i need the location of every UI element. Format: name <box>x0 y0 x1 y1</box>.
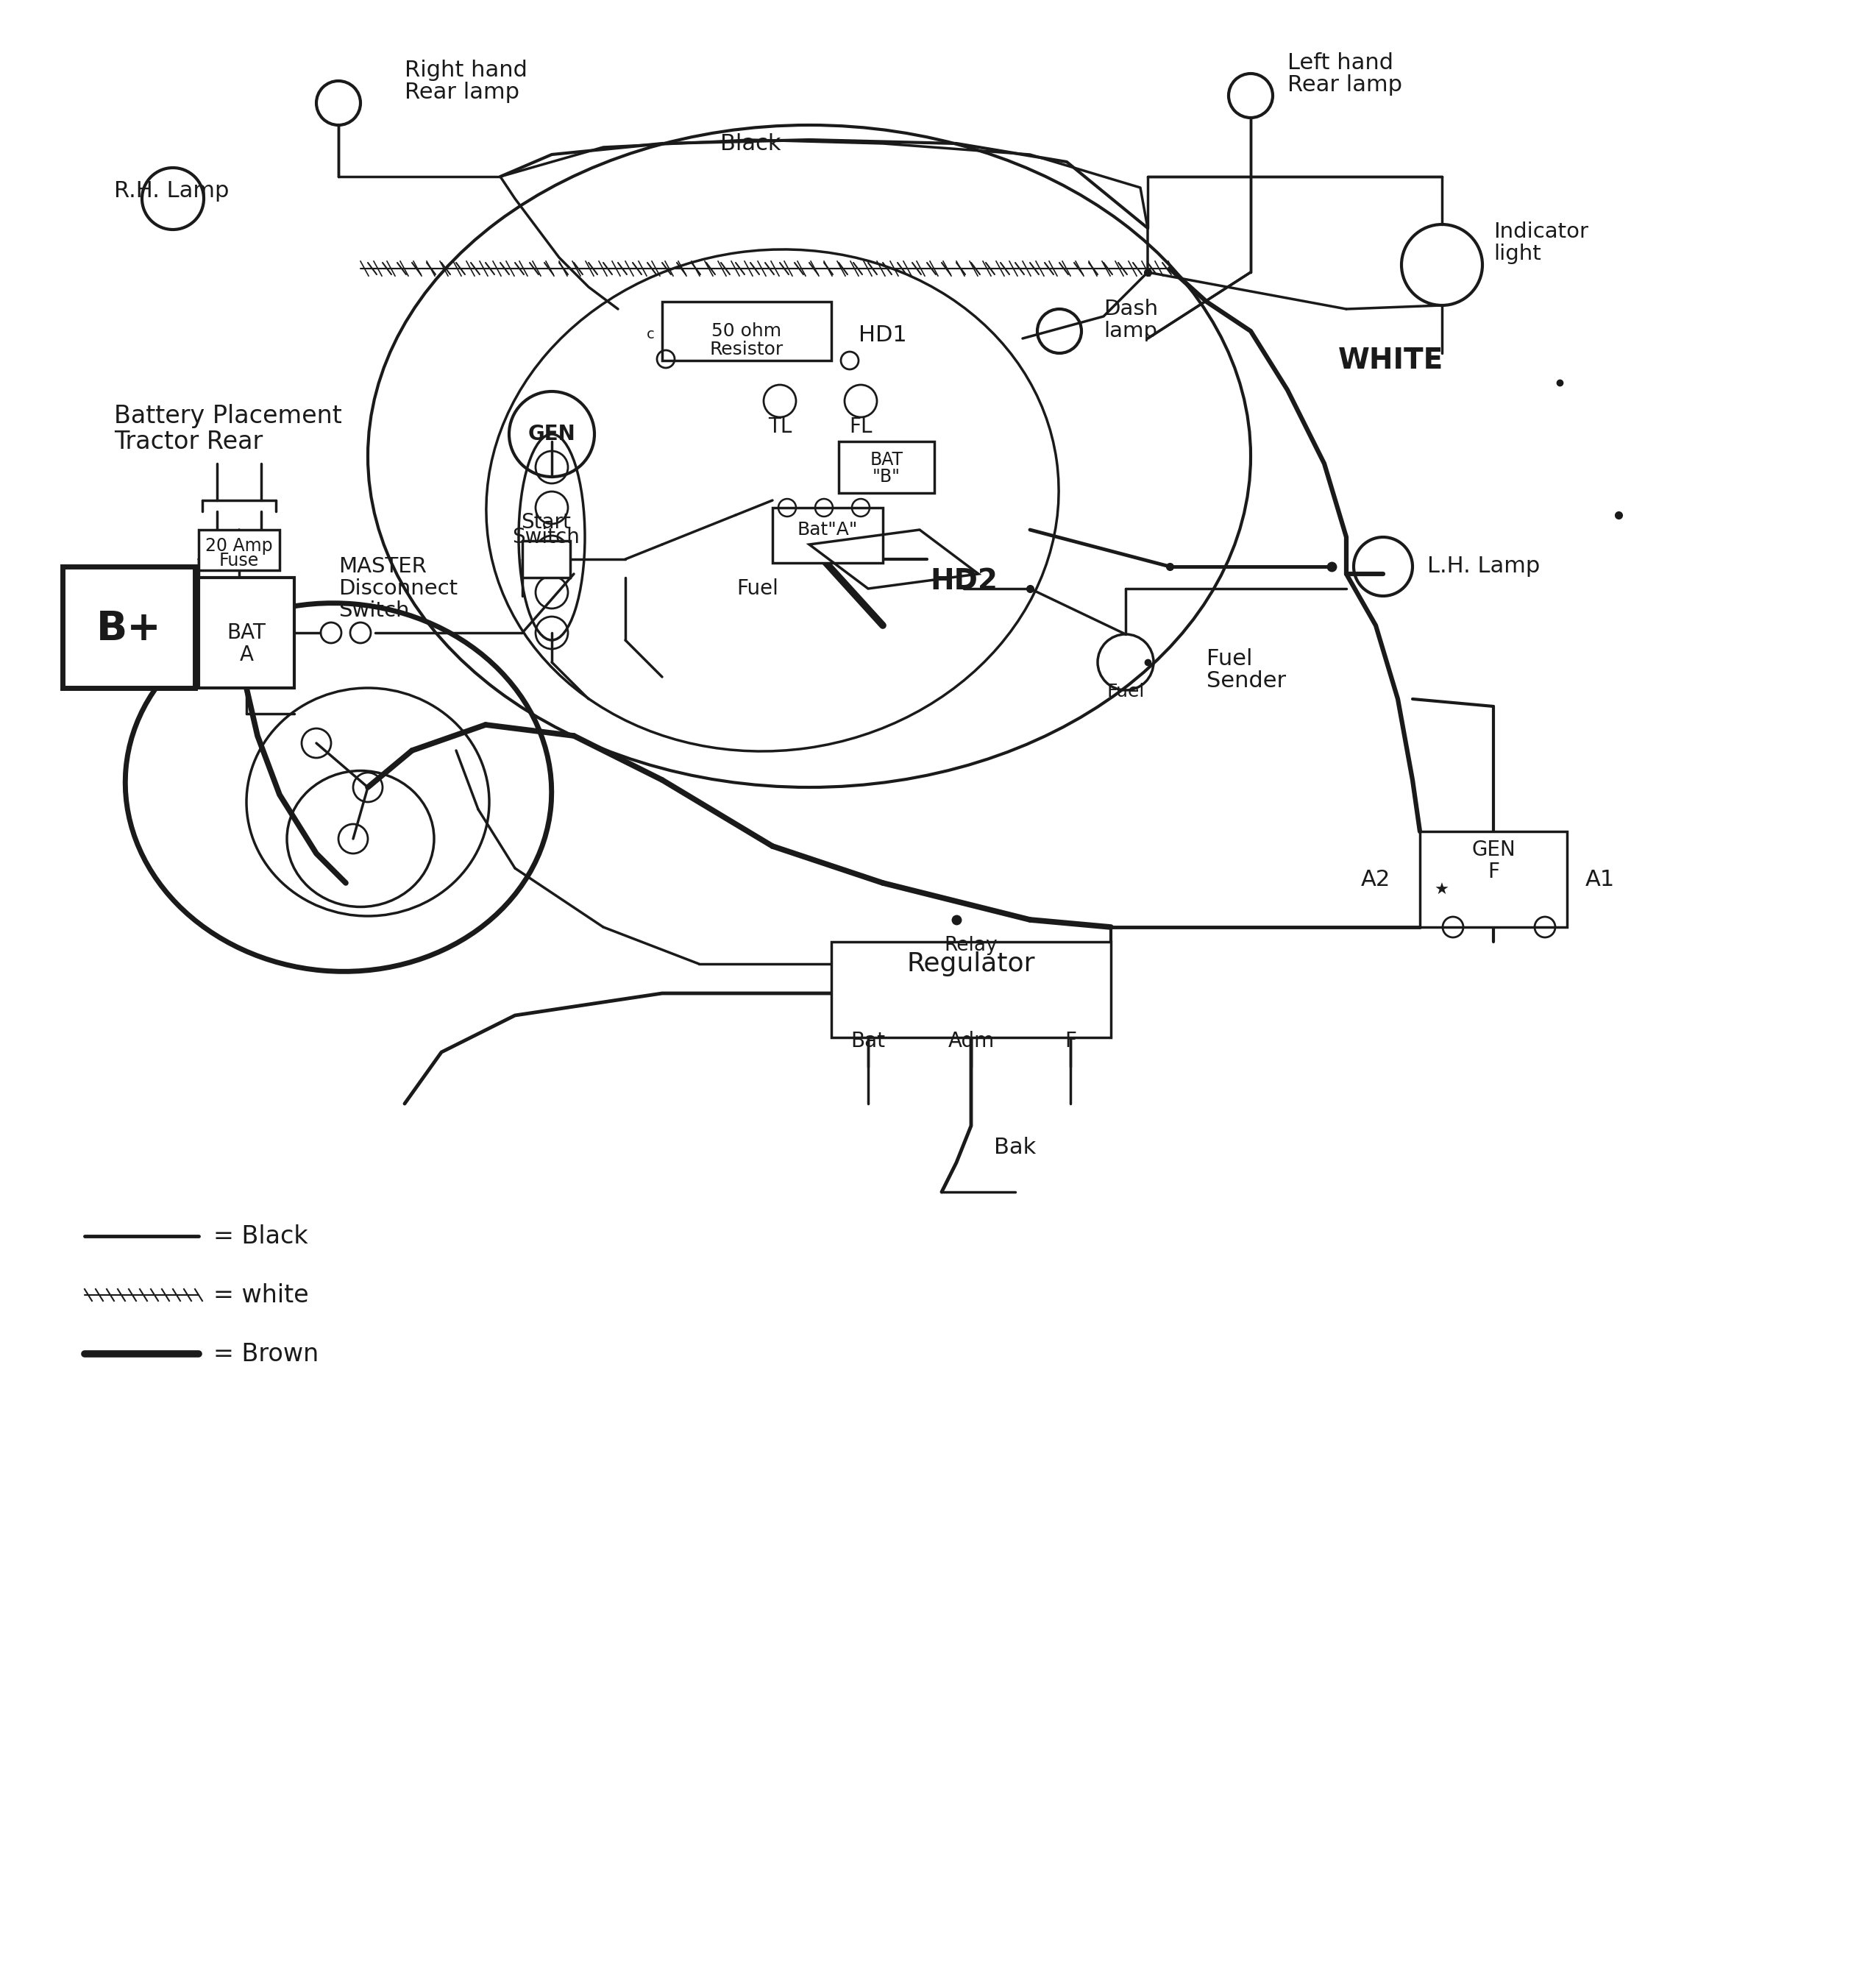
Text: Regulator: Regulator <box>906 950 1036 976</box>
Text: = white: = white <box>214 1283 310 1307</box>
Text: Fuel: Fuel <box>1206 647 1253 669</box>
Text: c: c <box>647 329 655 343</box>
Text: Resistor: Resistor <box>709 341 784 358</box>
Text: ★: ★ <box>1435 883 1450 897</box>
Text: Sender: Sender <box>1206 669 1287 691</box>
Text: Fuel: Fuel <box>737 578 779 598</box>
Text: Disconnect: Disconnect <box>338 578 458 598</box>
Text: Right hand: Right hand <box>405 59 527 81</box>
Text: B+: B+ <box>96 610 161 649</box>
Text: Relay: Relay <box>944 937 998 954</box>
Text: Battery Placement: Battery Placement <box>114 404 341 428</box>
Text: Switch: Switch <box>512 527 580 546</box>
Text: A1: A1 <box>1585 869 1615 889</box>
Text: BAT: BAT <box>227 622 266 644</box>
Text: = Black: = Black <box>214 1224 308 1247</box>
Text: Black: Black <box>720 133 780 154</box>
Text: GEN: GEN <box>527 424 576 444</box>
Text: light: light <box>1493 244 1540 263</box>
Text: MASTER: MASTER <box>338 556 426 576</box>
Text: L.H. Lamp: L.H. Lamp <box>1428 556 1540 578</box>
Text: FL: FL <box>850 416 872 438</box>
Text: = Brown: = Brown <box>214 1342 319 1366</box>
Text: 20 Amp: 20 Amp <box>204 537 272 554</box>
Text: lamp: lamp <box>1103 321 1157 341</box>
Text: Fuse: Fuse <box>219 552 259 570</box>
Text: GEN: GEN <box>1471 840 1516 859</box>
Bar <box>199 578 295 687</box>
Bar <box>773 507 884 562</box>
Text: Left hand: Left hand <box>1287 51 1394 73</box>
Bar <box>62 566 195 687</box>
Text: TL: TL <box>767 416 792 438</box>
Text: Adm: Adm <box>947 1032 994 1051</box>
Text: Bak: Bak <box>994 1137 1036 1158</box>
Bar <box>662 301 831 360</box>
Text: BAT: BAT <box>870 451 902 469</box>
Text: A: A <box>240 645 253 665</box>
Text: Rear lamp: Rear lamp <box>405 81 520 103</box>
Text: Bat: Bat <box>852 1032 885 1051</box>
Text: "B": "B" <box>872 467 900 485</box>
Text: Switch: Switch <box>338 600 409 622</box>
Text: Bat"A": Bat"A" <box>797 521 857 539</box>
Text: R.H. Lamp: R.H. Lamp <box>114 180 229 202</box>
Text: WHITE: WHITE <box>1338 346 1443 374</box>
Text: HD1: HD1 <box>859 325 906 345</box>
Bar <box>1420 832 1566 927</box>
Text: 50 ohm: 50 ohm <box>711 323 782 341</box>
Bar <box>199 531 280 570</box>
Text: F: F <box>1488 861 1499 883</box>
Text: Indicator: Indicator <box>1493 222 1589 242</box>
Text: Dash: Dash <box>1103 299 1157 319</box>
Text: F: F <box>1064 1032 1077 1051</box>
Text: Rear lamp: Rear lamp <box>1287 73 1401 95</box>
Text: Fuel: Fuel <box>1107 683 1144 701</box>
Bar <box>839 442 934 493</box>
Bar <box>831 942 1111 1038</box>
Bar <box>522 541 570 578</box>
Text: Tractor Rear: Tractor Rear <box>114 430 263 453</box>
Text: A2: A2 <box>1360 869 1390 889</box>
Text: Start: Start <box>522 513 570 533</box>
Text: HD2: HD2 <box>930 568 998 596</box>
